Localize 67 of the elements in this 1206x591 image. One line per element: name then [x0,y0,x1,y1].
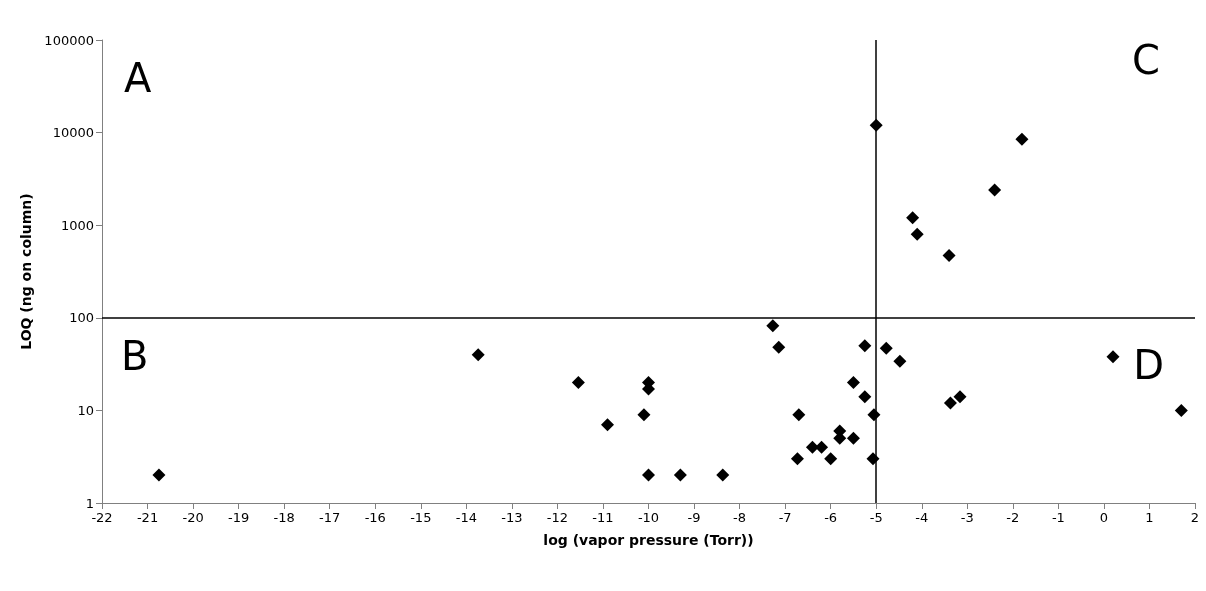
x-tick-label: -2 [1006,510,1020,525]
x-tick-label: -5 [869,510,883,525]
x-tick-label: -18 [273,510,295,525]
x-tick-label: -20 [182,510,204,525]
point [910,227,924,241]
x-tick-label: -22 [91,510,113,525]
point [815,440,829,454]
annotation: B [121,333,149,379]
x-tick-label: -7 [778,510,792,525]
point [846,431,860,445]
point [571,376,585,390]
point [879,341,893,355]
point [792,408,806,422]
y-tick-label: 10 [77,402,94,418]
point [471,348,485,362]
point [673,468,687,482]
point [846,376,860,390]
point [988,183,1002,197]
x-tick-label: -17 [319,510,341,525]
point [943,396,957,410]
x-tick-label: -3 [960,510,974,525]
point [642,468,655,482]
x-tick-label: -16 [364,510,386,525]
point [805,440,819,454]
x-tick-label: -14 [455,510,477,525]
x-tick-label: -19 [228,510,250,525]
point [858,390,872,404]
point [893,354,907,368]
x-axis-title: log (vapor pressure (Torr)) [543,532,754,548]
y-tick-label: 100 [69,310,94,326]
y-tick-label: 1 [85,495,94,511]
point [772,340,786,354]
point [1174,403,1188,417]
y-tick-label: 10000 [52,125,94,141]
point [601,418,615,432]
point [858,339,872,353]
x-tick-label: -15 [410,510,432,525]
point [1106,350,1120,364]
x-tick-label: -9 [687,510,701,525]
x-tick-label: -21 [136,510,159,525]
point [716,468,730,482]
y-axis-title: LOQ (ng on column) [18,193,35,350]
annotation: A [124,55,152,101]
point [953,390,967,404]
point [152,468,166,482]
point [942,249,956,263]
point [790,452,804,466]
x-tick-label: 2 [1190,510,1200,525]
point [906,211,920,225]
point [766,319,780,333]
x-tick-label: 0 [1099,510,1109,525]
point [637,408,651,422]
point [1015,132,1029,146]
x-tick-label: -8 [733,510,747,525]
annotation: C [1132,37,1161,83]
x-tick-label: 1 [1145,510,1154,525]
x-tick-label: -6 [824,510,838,525]
point [824,452,838,466]
x-tick-label: -10 [637,510,660,525]
x-tick-label: -4 [915,510,929,525]
x-tick-label: -13 [501,510,523,525]
x-tick-label: -11 [592,510,614,525]
x-tick-label: -1 [1051,510,1065,525]
annotation: D [1133,342,1165,388]
y-tick-label: 1000 [60,217,94,233]
y-tick-label: 100000 [44,32,94,48]
x-tick-label: -12 [546,510,569,525]
